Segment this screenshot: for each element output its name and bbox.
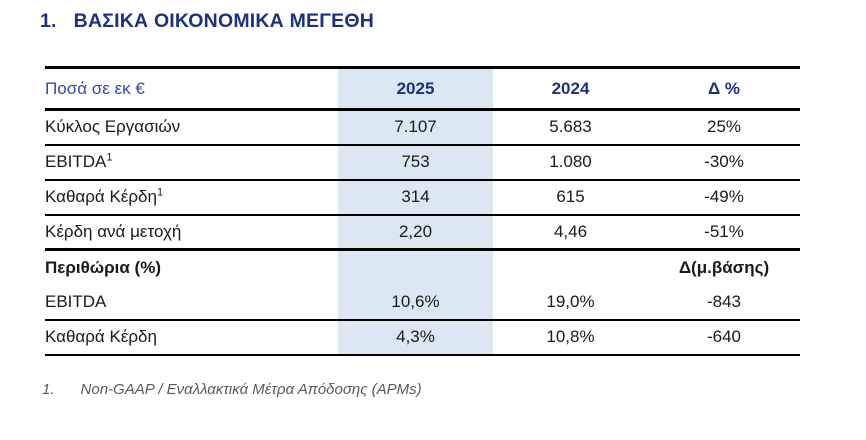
header-col-2025: 2025 [338,67,493,110]
table-row: Κύκλος Εργασιών 7.107 5.683 25% [45,109,800,145]
value-2025: 753 [338,144,493,180]
value-delta: -640 [706,327,742,346]
row-label: EBITDA1 [45,151,113,171]
value-2024: 19,0% [546,291,595,311]
table-row: EBITDA1 753 1.080 -30% [45,144,800,180]
value-2024: 615 [556,187,585,206]
footnote: 1. Non-GAAP / Εναλλακτικά Μέτρα Απόδοσης… [42,381,422,398]
section-title-text: ΒΑΣΙΚΑ ΟΙΚΟΝΟΜΙΚΑ ΜΕΓΕΘΗ [73,10,374,32]
row-label: Κύκλος Εργασιών [45,117,181,137]
footnote-reference: 1 [156,186,164,199]
value-2024 [493,250,648,285]
value-delta: -30% [704,152,744,171]
section-number: 1. [40,10,57,32]
header-col-delta: Δ % [707,78,741,98]
row-label: Καθαρά Κέρδη1 [45,186,164,206]
value-delta: -51% [704,221,744,241]
row-label: Καθαρά Κέρδη [45,327,157,346]
value-2025: 2,20 [338,214,493,250]
key-financials-table: Ποσά σε εκ € 2025 2024 Δ % Κύκλος Εργασι… [45,66,800,356]
value-2025: 10,6% [338,284,493,320]
table-row: Καθαρά Κέρδη 4,3% 10,8% -640 [45,319,800,355]
table-row: Καθαρά Κέρδη1 314 615 -49% [45,179,800,215]
table-header-row: Ποσά σε εκ € 2025 2024 Δ % [45,67,800,110]
value-delta: -49% [704,187,744,206]
value-2025: 7.107 [338,109,493,145]
footnote-number: 1. [42,381,55,398]
value-2024: 10,8% [546,327,595,346]
header-units-label: Ποσά σε εκ € [45,78,145,98]
value-2025: 314 [338,179,493,215]
value-delta: 25% [706,117,742,137]
value-2025: 4,3% [338,319,493,355]
table-row: Κέρδη ανά μετοχή 2,20 4,46 -51% [45,214,800,250]
value-2025 [338,249,493,285]
row-label: Κέρδη ανά μετοχή [45,221,182,241]
value-delta: Δ(μ.βάσης) [678,257,770,277]
table-row: EBITDA 10,6% 19,0% -843 [45,284,800,320]
value-delta: -843 [706,291,742,311]
page-title: 1. ΒΑΣΙΚΑ ΟΙΚΟΝΟΜΙΚΑ ΜΕΓΕΘΗ [40,10,374,33]
footnote-text: Non-GAAP / Εναλλακτικά Μέτρα Απόδοσης (A… [80,381,422,398]
value-2024: 4,46 [553,221,588,241]
table-row: Περιθώρια (%) Δ(μ.βάσης) [45,249,800,285]
value-2024: 1.080 [549,152,592,171]
header-col-2024: 2024 [551,78,590,98]
row-label: Περιθώρια (%) [45,257,161,277]
value-2024: 5.683 [549,117,592,137]
footnote-reference: 1 [106,151,113,164]
row-label: EBITDA [45,291,107,311]
